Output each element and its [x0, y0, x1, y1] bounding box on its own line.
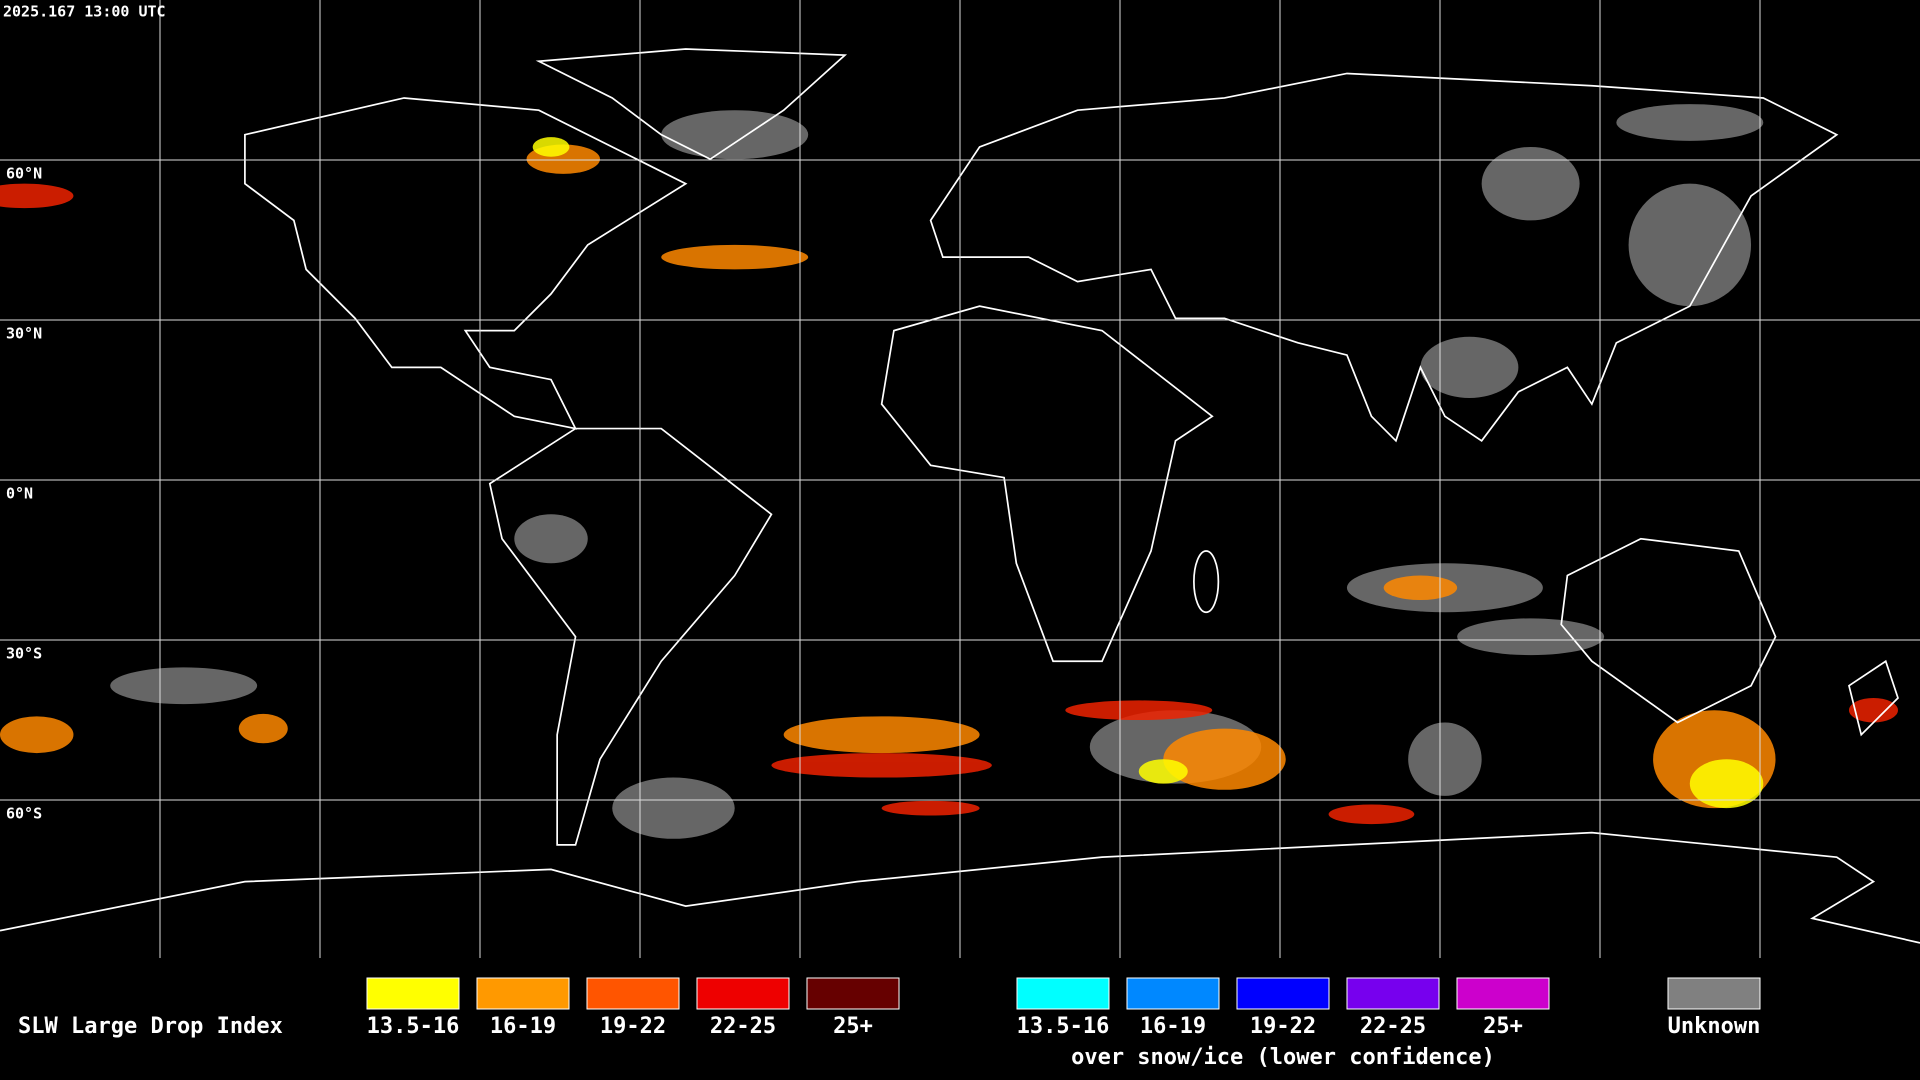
legend-swatch [366, 977, 460, 1010]
legend-panel [0, 958, 1920, 1080]
legend-swatch [1346, 977, 1440, 1010]
legend-label: 13.5-16 [367, 1014, 460, 1039]
timestamp: 2025.167 13:00 UTC [3, 3, 166, 21]
graticule [0, 0, 1920, 958]
legend-swatch [806, 977, 900, 1010]
legend-caption: over snow/ice (lower confidence) [1071, 1045, 1495, 1070]
latitude-label: 60°N [6, 165, 42, 183]
coastlines [0, 48, 1920, 944]
legend-label: 22-25 [1360, 1014, 1426, 1039]
latitude-label: 30°N [6, 325, 42, 343]
legend-label: 16-19 [1140, 1014, 1206, 1039]
latitude-label: 30°S [6, 645, 42, 663]
legend-swatch [1236, 977, 1330, 1010]
legend-label: 19-22 [600, 1014, 666, 1039]
legend: SLW Large Drop Index 13.5-16 16-19 19-22 22… [18, 977, 1761, 1070]
legend-label: 25+ [833, 1014, 873, 1039]
legend-label: 13.5-16 [1017, 1014, 1110, 1039]
legend-label: Unknown [1668, 1014, 1761, 1039]
legend-label: 16-19 [490, 1014, 556, 1039]
legend-swatch [696, 977, 790, 1010]
latitude-label: 60°S [6, 805, 42, 823]
legend-label: 19-22 [1250, 1014, 1316, 1039]
legend-swatch [586, 977, 680, 1010]
legend-label: 25+ [1483, 1014, 1523, 1039]
cloud-field [0, 104, 1898, 839]
legend-title: SLW Large Drop Index [18, 1014, 283, 1039]
legend-swatch [1667, 977, 1761, 1010]
legend-label: 22-25 [710, 1014, 776, 1039]
legend-swatch [476, 977, 570, 1010]
latitude-label: 0°N [6, 485, 33, 503]
legend-swatch [1126, 977, 1220, 1010]
legend-swatch [1456, 977, 1550, 1010]
latitude-labels: 60°N 30°N 0°N 30°S 60°S [6, 165, 42, 823]
legend-swatch [1016, 977, 1110, 1010]
